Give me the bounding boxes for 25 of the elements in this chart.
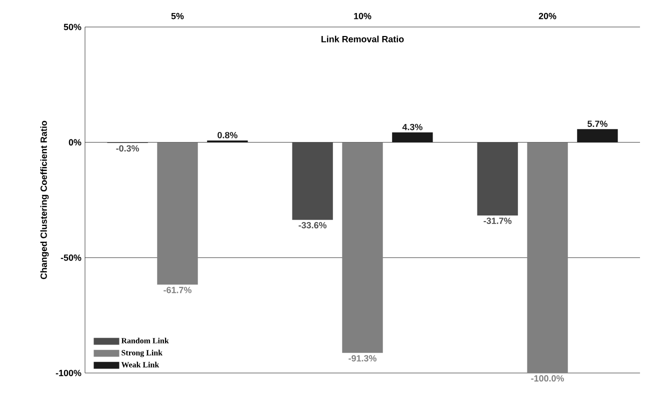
y-tick-label: 50% bbox=[64, 24, 82, 30]
data-label: -31.7% bbox=[484, 218, 512, 224]
x-tick-label: 10% bbox=[354, 12, 372, 20]
y-tick-label: -50% bbox=[60, 254, 82, 261]
data-label: -100.0% bbox=[531, 375, 564, 382]
bar bbox=[292, 142, 333, 220]
bar bbox=[157, 142, 198, 285]
x-tick-label: 20% bbox=[538, 12, 556, 20]
data-label: 4.3% bbox=[402, 124, 422, 130]
x-axis-title: Link Removal Ratio bbox=[321, 36, 404, 42]
y-tick-label: -100% bbox=[56, 370, 82, 376]
y-axis-title: Changed Clustering Coefficient Ratio bbox=[40, 120, 49, 280]
bar bbox=[477, 142, 518, 216]
data-label: 0.8% bbox=[218, 132, 238, 138]
data-label: -33.6% bbox=[298, 222, 327, 228]
y-tick-label: 0% bbox=[68, 139, 82, 146]
bar bbox=[342, 142, 383, 353]
bar bbox=[577, 129, 618, 142]
data-label: -91.3% bbox=[348, 355, 376, 362]
data-label: -61.7% bbox=[164, 286, 192, 294]
data-label: -0.3% bbox=[116, 145, 140, 152]
data-label: 5.7% bbox=[588, 120, 608, 127]
x-tick-label: 5% bbox=[171, 12, 184, 20]
bar bbox=[527, 142, 568, 373]
bar bbox=[392, 132, 433, 142]
